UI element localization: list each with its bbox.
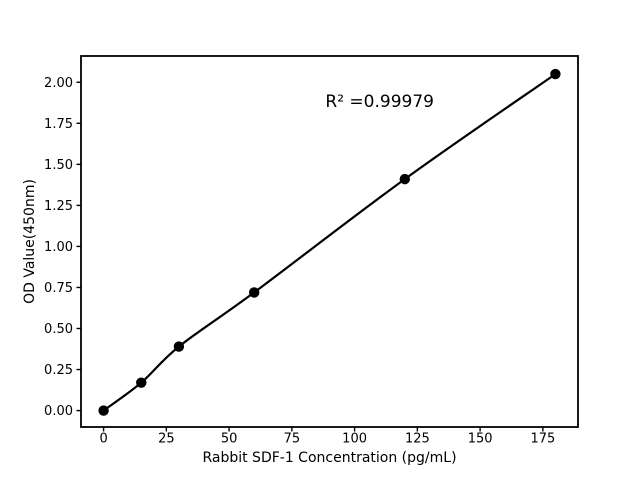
y-tick-label: 2.00 (44, 76, 73, 91)
x-tick-label: 25 (158, 432, 175, 447)
y-tick-label: 1.25 (44, 199, 73, 214)
y-tick-label: 0.50 (44, 322, 73, 337)
data-point (399, 173, 411, 185)
y-tick-label: 0.00 (44, 404, 73, 419)
y-tick-label: 1.50 (44, 158, 73, 173)
x-tick-label: 50 (221, 432, 238, 447)
y-tick-label: 0.25 (44, 363, 73, 378)
x-tick-label: 100 (342, 432, 367, 447)
x-tick-label: 175 (530, 432, 555, 447)
data-point-markers (98, 68, 561, 416)
r-squared-annotation: R² =0.99979 (325, 92, 434, 112)
y-tick-label: 1.75 (44, 117, 73, 132)
plot-background (81, 56, 578, 427)
y-axis-label: OD Value(450nm) (22, 179, 38, 304)
plot-border (80, 55, 579, 428)
x-tick-label: 75 (284, 432, 301, 447)
data-point (550, 68, 561, 80)
x-tick-label: 125 (405, 432, 430, 447)
data-point (248, 287, 260, 298)
y-tick-label: 1.00 (44, 240, 73, 255)
y-axis-ticks: 0.00 0.25 0.50 0.75 1.00 1.25 1.50 1.75 2.00 (44, 76, 81, 419)
y-tick-label: 0.75 (44, 281, 73, 296)
x-tick-label: 150 (468, 432, 493, 447)
x-tick-label: 0 (99, 432, 107, 447)
data-point (98, 405, 109, 416)
x-axis-ticks: 0 25 50 75 100 125 150 175 (99, 427, 555, 447)
data-point (136, 377, 147, 388)
data-point (173, 341, 185, 352)
x-axis-label: Rabbit SDF-1 Concentration (pg/mL) (202, 450, 456, 466)
